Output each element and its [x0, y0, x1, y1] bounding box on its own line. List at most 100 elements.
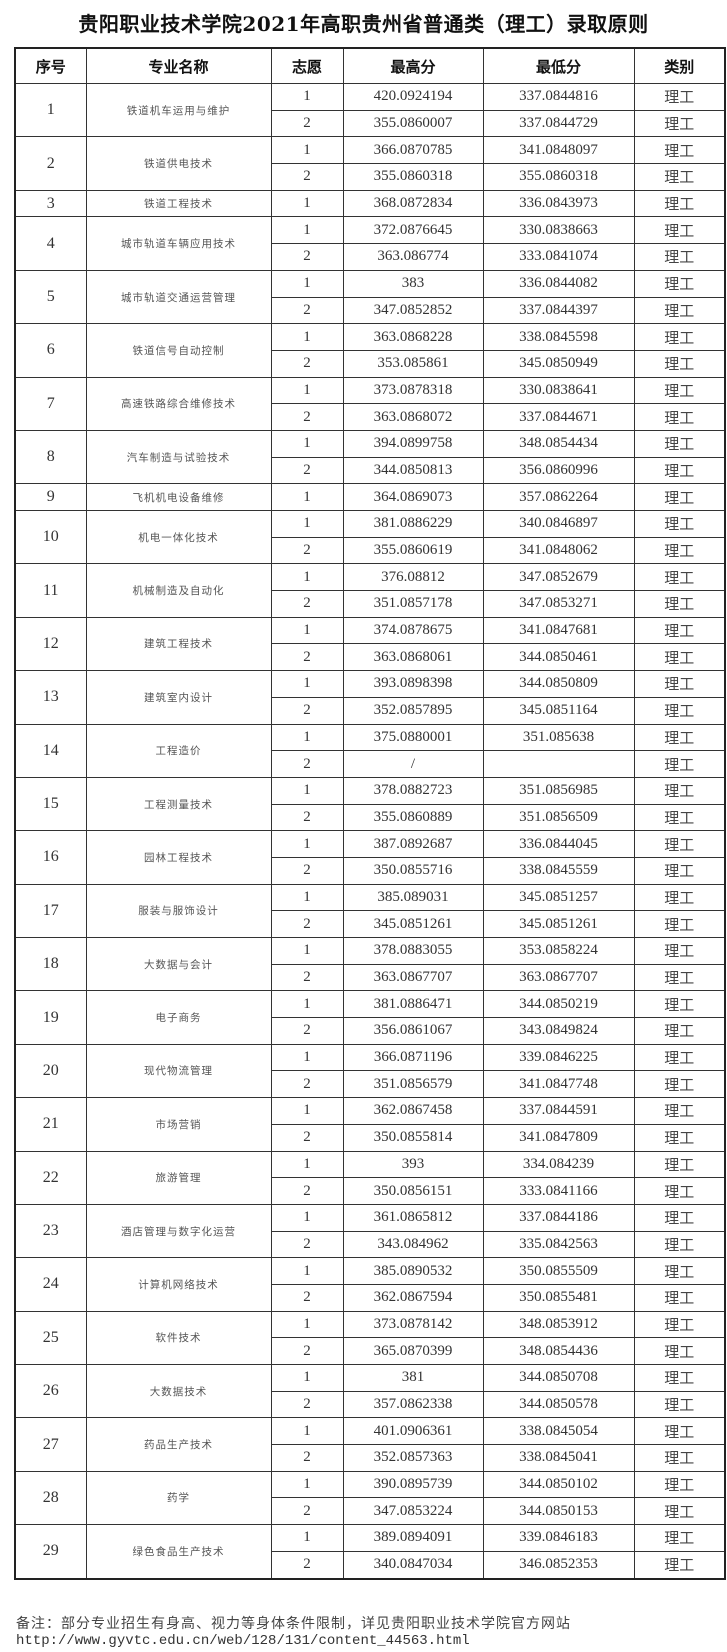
header-category: 类别 [633, 47, 726, 84]
table-row: 2 344.0850813 356.0860996 理工 [15, 456, 726, 485]
cell-category: 理工 [633, 563, 726, 592]
cell-seq: 14 [14, 723, 87, 778]
cell-min-score: 357.0862264 [482, 483, 635, 511]
cell-seq: 15 [14, 776, 87, 832]
cell-category: 理工 [633, 643, 726, 672]
cell-major-name: 大数据与会计 [85, 936, 272, 992]
cell-choice: 1 [270, 1524, 344, 1552]
header-min-score: 最低分 [482, 47, 635, 84]
table-row: 25 软件技术 1 373.0878142 348.0853912 理工 [14, 1310, 726, 1366]
cell-major-name: 电子商务 [85, 990, 272, 1045]
cell-max-score: 366.0870785 [342, 136, 484, 165]
cell-max-score: 376.08812 [342, 563, 484, 592]
cell-major-name: 铁道机车运用与维护 [85, 82, 272, 138]
cell-seq: 5 [14, 269, 87, 325]
cell-min-score: 344.0850809 [482, 670, 635, 698]
cell-major-name: 服装与服饰设计 [85, 883, 272, 939]
cell-category: 理工 [633, 323, 726, 351]
table-row: 22 旅游管理 1 393 334.084239 理工 [14, 1150, 726, 1205]
cell-category: 理工 [633, 856, 726, 885]
cell-category: 理工 [633, 963, 726, 992]
cell-major-name: 现代物流管理 [85, 1043, 272, 1099]
table-row: 2 352.0857895 345.0851164 理工 [15, 696, 726, 725]
cell-category: 理工 [633, 723, 726, 752]
table-row: 9 飞机机电设备维修 1 364.0869073 357.0862264 理工 [14, 483, 726, 511]
cell-choice: 2 [270, 1177, 344, 1205]
cell-choice: 2 [270, 349, 344, 378]
cell-max-score: 393.0898398 [342, 670, 484, 698]
cell-min-score: 350.0855481 [482, 1283, 635, 1312]
cell-category: 理工 [633, 483, 726, 511]
cell-max-score: 352.0857363 [342, 1444, 484, 1472]
cell-category: 理工 [633, 429, 726, 458]
cell-min-score: 336.0844082 [482, 269, 635, 298]
cell-choice: 1 [270, 830, 344, 858]
cell-category: 理工 [633, 1257, 726, 1285]
cell-choice: 1 [270, 1203, 344, 1232]
cell-category: 理工 [633, 1524, 726, 1552]
cell-min-score: 330.0838641 [482, 376, 635, 405]
cell-category: 理工 [633, 83, 726, 111]
cell-seq: 26 [14, 1363, 87, 1419]
cell-category: 理工 [633, 830, 726, 858]
cell-choice: 2 [270, 1550, 344, 1580]
table-row: 2 363.0868072 337.0844671 理工 [15, 403, 726, 431]
cell-seq: 29 [14, 1524, 87, 1579]
cell-category: 理工 [633, 1283, 726, 1312]
table-row: 2 351.0857178 347.0853271 理工 [15, 590, 726, 618]
cell-choice: 1 [270, 776, 344, 805]
cell-choice: 2 [270, 1283, 344, 1312]
source-url[interactable]: http://www.gyvtc.edu.cn/web/128/131/cont… [16, 1633, 470, 1649]
cell-max-score: 366.0871196 [342, 1043, 484, 1072]
table-row: 2 352.0857363 338.0845041 理工 [15, 1444, 726, 1472]
cell-choice: 1 [270, 1257, 344, 1285]
cell-max-score: 385.0890532 [342, 1257, 484, 1285]
cell-max-score: 393 [342, 1150, 484, 1179]
cell-min-score: 348.0854436 [482, 1337, 635, 1365]
cell-min-score: 351.085638 [482, 723, 635, 752]
cell-max-score: 355.0860619 [342, 536, 484, 565]
cell-max-score: 383 [342, 269, 484, 298]
cell-category: 理工 [633, 1444, 726, 1472]
cell-seq: 28 [14, 1470, 87, 1526]
cell-major-name: 飞机机电设备维修 [85, 483, 272, 511]
cell-major-name: 城市轨道车辆应用技术 [85, 216, 272, 271]
cell-category: 理工 [633, 1230, 726, 1259]
table-row: 2 356.0861067 343.0849824 理工 [15, 1017, 726, 1045]
cell-category: 理工 [633, 136, 726, 165]
cell-min-score: 344.0850461 [482, 643, 635, 672]
cell-major-name: 汽车制造与试验技术 [85, 429, 272, 485]
table-row: 2 363.0868061 344.0850461 理工 [15, 643, 726, 672]
table-body: 1 铁道机车运用与维护 1 420.0924194 337.0844816 理工 2 355.… [14, 82, 726, 1580]
cell-max-score: 350.0856151 [342, 1177, 484, 1205]
table-row: 14 工程造价 1 375.0880001 351.085638 理工 [14, 723, 726, 778]
cell-max-score: 390.0895739 [342, 1470, 484, 1499]
cell-choice: 2 [270, 963, 344, 992]
cell-max-score: 381.0886229 [342, 510, 484, 538]
table-row: 19 电子商务 1 381.0886471 344.0850219 理工 [14, 990, 726, 1045]
cell-choice: 1 [270, 1364, 344, 1392]
cell-seq: 1 [14, 82, 87, 138]
cell-min-score: 346.0852353 [482, 1550, 635, 1580]
table-row: 18 大数据与会计 1 378.0883055 353.0858224 理工 [14, 936, 726, 992]
cell-category: 理工 [633, 1123, 726, 1152]
cell-category: 理工 [633, 243, 726, 271]
cell-major-name: 药品生产技术 [85, 1417, 272, 1472]
cell-choice: 2 [270, 1230, 344, 1259]
cell-max-score: 375.0880001 [342, 723, 484, 752]
cell-min-score: 344.0850102 [482, 1470, 635, 1499]
cell-min-score: 343.0849824 [482, 1017, 635, 1045]
cell-seq: 17 [14, 883, 87, 939]
cell-category: 理工 [633, 1417, 726, 1446]
cell-choice: 2 [270, 750, 344, 778]
cell-min-score: 353.0858224 [482, 937, 635, 965]
cell-seq: 10 [14, 509, 87, 565]
cell-min-score: 334.084239 [482, 1150, 635, 1179]
table-row: 2 铁道供电技术 1 366.0870785 341.0848097 理工 [14, 136, 726, 191]
cell-choice: 2 [270, 1070, 344, 1099]
cell-seq: 23 [14, 1203, 87, 1259]
cell-max-score: 356.0861067 [342, 1017, 484, 1045]
cell-category: 理工 [633, 376, 726, 405]
cell-min-score [482, 750, 635, 778]
cell-seq: 9 [14, 483, 87, 511]
